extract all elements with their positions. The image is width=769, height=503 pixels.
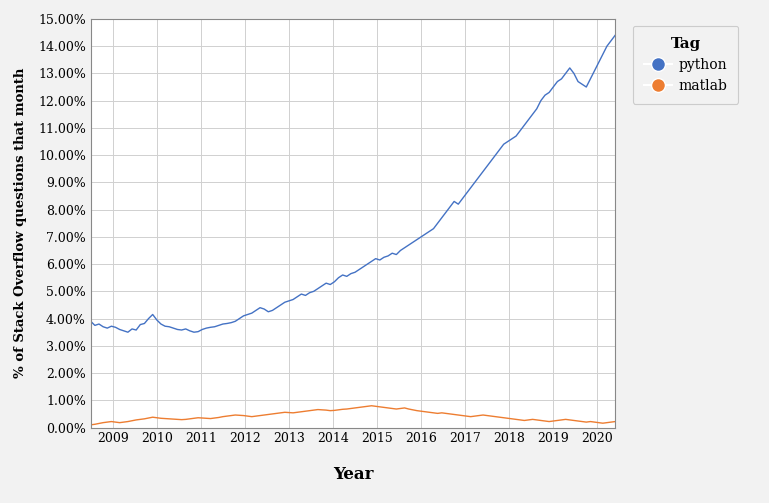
X-axis label: Year: Year xyxy=(333,466,373,483)
Legend: python, matlab: python, matlab xyxy=(633,26,738,104)
Y-axis label: % of Stack Overflow questions that month: % of Stack Overflow questions that month xyxy=(14,68,27,378)
